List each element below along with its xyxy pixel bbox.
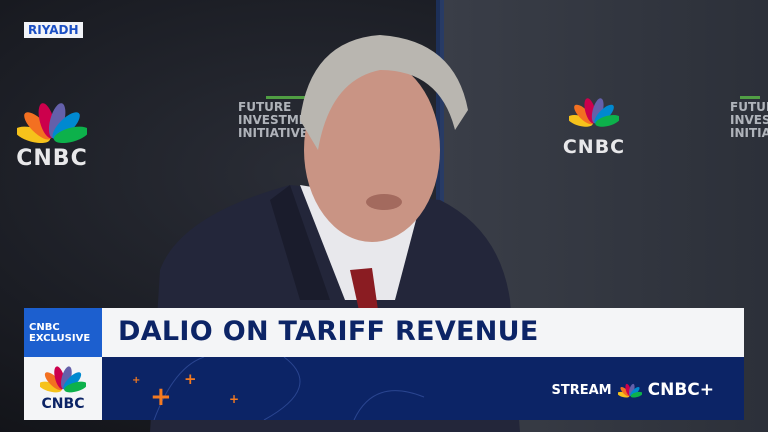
badge-line: EXCLUSIVE <box>29 333 91 344</box>
peacock-feather <box>64 381 87 393</box>
location-tag: RIYADH <box>24 22 83 38</box>
plus-decoration: + <box>132 375 141 386</box>
badge-line: CNBC <box>29 322 60 333</box>
decorative-lines <box>153 357 425 420</box>
fii-line: FUTURE <box>730 100 768 114</box>
logo-text: CNBC <box>16 146 88 171</box>
headline: DALIO ON TARIFF REVENUE <box>118 316 539 347</box>
backdrop-cnbc-logo-right: CNBC <box>562 90 626 158</box>
stream-brand: CNBC+ <box>647 380 714 400</box>
promo-bar: + + + + STREAM CNBC+ <box>24 357 744 420</box>
stream-promo: STREAM CNBC+ <box>551 380 714 400</box>
stream-label: STREAM <box>551 382 612 398</box>
fii-line: INITIATIVE <box>238 126 309 140</box>
fii-logo-right: FUTURE INVESTM INITIATI <box>730 96 768 140</box>
headline-bar <box>24 308 744 357</box>
lower-third: + + + + STREAM CNBC+ CNBC EXCLUSIVE CNBC… <box>24 308 744 420</box>
fii-line: FUTURE <box>238 100 292 114</box>
backdrop-cnbc-logo-left: CNBC <box>12 98 92 170</box>
plus-decoration: + <box>184 370 197 388</box>
peacock-icon <box>15 103 89 144</box>
fii-line: INVESTM <box>730 113 768 127</box>
logo-text: CNBC <box>562 136 626 158</box>
plus-decoration: + <box>150 382 172 412</box>
network-logo-box: CNBC <box>24 357 102 420</box>
peacock-feather <box>630 391 642 398</box>
exclusive-badge: CNBC EXCLUSIVE <box>24 308 102 357</box>
plus-decoration: + <box>229 392 240 406</box>
peacock-feather <box>595 115 621 127</box>
peacock-icon <box>617 383 642 398</box>
peacock-icon <box>39 366 87 393</box>
fii-line: INITIATI <box>730 126 768 140</box>
peacock-feather <box>53 126 89 144</box>
peacock-icon <box>567 98 621 127</box>
network-logo-text: CNBC <box>41 396 85 412</box>
